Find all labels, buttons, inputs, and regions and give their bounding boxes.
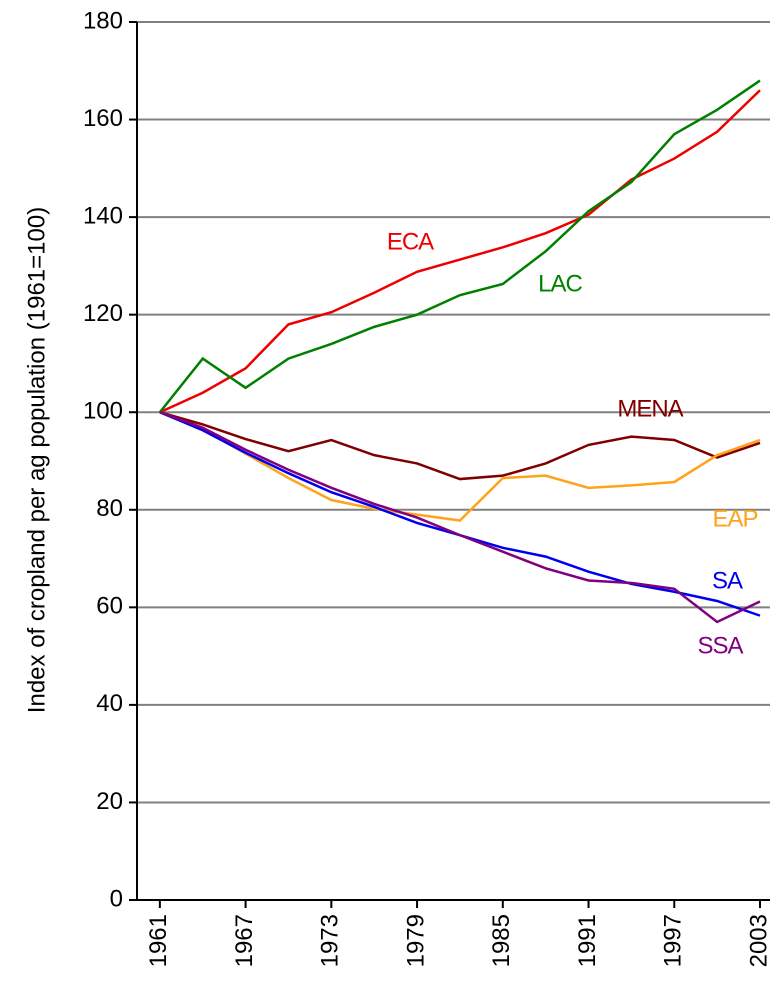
series-line	[158, 79, 761, 414]
y-tick-label: 140	[83, 202, 123, 229]
y-tick-label: 120	[83, 300, 123, 327]
y-tick-label: 40	[96, 690, 123, 717]
x-tick-label: 1961	[145, 914, 172, 967]
y-tick-label: 160	[83, 105, 123, 132]
series-label: EAP	[712, 505, 757, 532]
x-tick-label: 1979	[402, 914, 429, 967]
y-tick-label: 60	[96, 593, 123, 620]
series-label: SSA	[697, 632, 743, 659]
y-tick-label: 80	[96, 495, 123, 522]
x-tick-label: 1985	[488, 914, 515, 967]
series-line	[159, 411, 761, 481]
series-line	[159, 411, 761, 617]
y-tick-label: 0	[110, 885, 123, 912]
series-label: ECA	[387, 228, 434, 255]
y-tick-label: 100	[83, 398, 123, 425]
series-line	[159, 89, 761, 414]
y-tick-label: 20	[96, 788, 123, 815]
series-label: MENA	[617, 395, 683, 422]
x-tick-label: 1973	[317, 914, 344, 967]
y-axis-label: Index of cropland per ag population (196…	[23, 207, 50, 713]
series-label: LAC	[538, 270, 582, 297]
x-tick-label: 1967	[231, 914, 258, 967]
x-tick-label: 2003	[745, 914, 772, 967]
y-tick-label: 180	[83, 7, 123, 34]
series-line	[159, 411, 761, 624]
x-tick-label: 1997	[660, 914, 687, 967]
series-label: SA	[712, 567, 743, 594]
x-tick-label: 1991	[574, 914, 601, 967]
series-line	[159, 411, 761, 522]
